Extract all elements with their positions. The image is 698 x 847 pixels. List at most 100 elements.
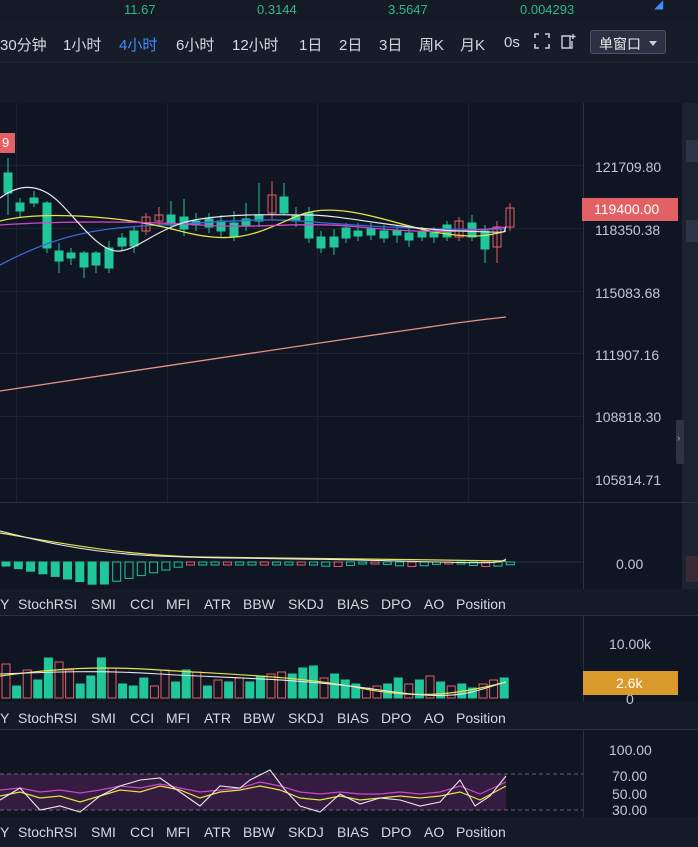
tab-ao[interactable]: AO [424, 824, 445, 840]
candle [505, 203, 515, 231]
tab-cci[interactable]: CCI [130, 710, 155, 726]
rsi-axis-label: 50.00 [612, 786, 648, 802]
tab-mfi[interactable]: MFI [166, 596, 191, 612]
tab-dpo[interactable]: DPO [381, 824, 412, 840]
indicator-tabs-2: Y StochRSI SMI CCI MFI ATR BBW SKDJ BIAS… [0, 705, 583, 731]
tab-skdj[interactable]: SKDJ [288, 824, 324, 840]
timeframe-seconds[interactable]: 0s [504, 34, 520, 51]
tab-cci[interactable]: CCI [130, 824, 155, 840]
tab-bbw[interactable]: BBW [243, 824, 275, 840]
volume-bar [12, 685, 22, 699]
tab-atr[interactable]: ATR [204, 596, 231, 612]
candle [54, 243, 64, 273]
tab-position[interactable]: Position [456, 596, 506, 612]
volume-bar [330, 673, 340, 699]
tab-bias[interactable]: BIAS [337, 710, 369, 726]
volume-bar [33, 679, 43, 699]
tab-position[interactable]: Position [456, 710, 506, 726]
timeframe-12h[interactable]: 12小时 [232, 37, 279, 54]
timeframe-6h[interactable]: 6小时 [176, 37, 215, 54]
tab-dpo[interactable]: DPO [381, 710, 412, 726]
tab-y[interactable]: Y [0, 824, 10, 840]
tab-smi[interactable]: SMI [91, 710, 116, 726]
tab-y[interactable]: Y [0, 596, 10, 612]
timeframe-1h[interactable]: 1小时 [63, 37, 102, 54]
macd-panel[interactable] [0, 503, 698, 589]
timeframe-2d[interactable]: 2日 [339, 37, 363, 54]
timeframe-30m[interactable]: 30分钟 [0, 37, 47, 54]
timeframe-4h[interactable]: 4小时 [119, 37, 158, 54]
window-mode-select[interactable]: 单窗口 [590, 30, 666, 54]
tab-skdj[interactable]: SKDJ [288, 710, 324, 726]
volume-bar [393, 677, 403, 699]
current-volume-tag: 2.6k [583, 671, 678, 695]
tab-stochrsi[interactable]: StochRSI [18, 824, 78, 840]
tab-stochrsi[interactable]: StochRSI [18, 710, 78, 726]
timeframe-3d[interactable]: 3日 [379, 37, 403, 54]
volume-bar [414, 679, 424, 699]
candle-body [154, 214, 164, 222]
ma-line-white [0, 186, 507, 252]
candle-body [129, 230, 139, 247]
volume-bar [287, 673, 297, 699]
tab-mfi[interactable]: MFI [166, 710, 191, 726]
macd-bar [198, 561, 208, 566]
macd-axis-label: 0.00 [616, 556, 644, 572]
tab-skdj[interactable]: SKDJ [288, 596, 324, 612]
tab-y[interactable]: Y [0, 710, 10, 726]
macd-bar [333, 561, 343, 567]
volume-bar [213, 679, 223, 699]
tab-atr[interactable]: ATR [204, 710, 231, 726]
fullscreen-icon[interactable] [533, 32, 551, 50]
macd-bar [26, 561, 36, 572]
ma-line-pink [0, 221, 507, 233]
rsi-axis-label: 30.00 [612, 802, 648, 818]
tab-ao[interactable]: AO [424, 596, 445, 612]
tab-stochrsi[interactable]: StochRSI [18, 596, 78, 612]
candle-body [15, 202, 25, 212]
current-price-tag: 119400.00 [582, 198, 678, 221]
macd-bar [222, 561, 232, 566]
price-axis-label: 105814.71 [595, 472, 662, 488]
price-axis-label: 115083.68 [595, 285, 661, 301]
tab-smi[interactable]: SMI [91, 824, 116, 840]
volume-bars [0, 657, 509, 699]
price-axis-label: 121709.80 [595, 159, 662, 175]
tab-ao[interactable]: AO [424, 710, 445, 726]
candle [329, 229, 339, 255]
timeframe-toolbar: 30分钟 1小时 4小时 6小时 12小时 1日 2日 3日 周K 月K 0s … [0, 22, 698, 63]
tab-bias[interactable]: BIAS [337, 596, 369, 612]
value-2: 0.3144 [257, 2, 297, 17]
volume-axis-label: 0 [626, 691, 634, 707]
timeframe-1d[interactable]: 1日 [299, 37, 323, 54]
volume-bar [340, 679, 350, 699]
macd-bar [75, 561, 85, 583]
tab-cci[interactable]: CCI [130, 596, 155, 612]
timeframe-month[interactable]: 月K [460, 37, 486, 54]
macd-bar [370, 561, 380, 565]
tab-atr[interactable]: ATR [204, 824, 231, 840]
candle [191, 213, 201, 231]
macd-bar [358, 561, 368, 565]
candle [241, 203, 251, 231]
tab-dpo[interactable]: DPO [381, 596, 412, 612]
tab-position[interactable]: Position [456, 824, 506, 840]
tab-bbw[interactable]: BBW [243, 710, 275, 726]
volume-bar [75, 683, 85, 699]
tab-smi[interactable]: SMI [91, 596, 116, 612]
volume-bar [22, 669, 32, 699]
screenshot-icon[interactable] [560, 32, 578, 50]
candle [91, 251, 101, 273]
value-1: 11.67 [124, 2, 156, 17]
price-chart[interactable] [0, 103, 698, 503]
tab-mfi[interactable]: MFI [166, 824, 191, 840]
collapse-handle[interactable]: › [676, 420, 684, 464]
volume-bar [86, 675, 96, 699]
tab-bias[interactable]: BIAS [337, 824, 369, 840]
macd-bar [1, 561, 11, 567]
volume-axis-label: 10.00k [609, 636, 652, 652]
timeframe-week[interactable]: 周K [419, 37, 445, 54]
right-scrollbar[interactable] [682, 103, 698, 503]
candle [379, 225, 389, 243]
tab-bbw[interactable]: BBW [243, 596, 275, 612]
